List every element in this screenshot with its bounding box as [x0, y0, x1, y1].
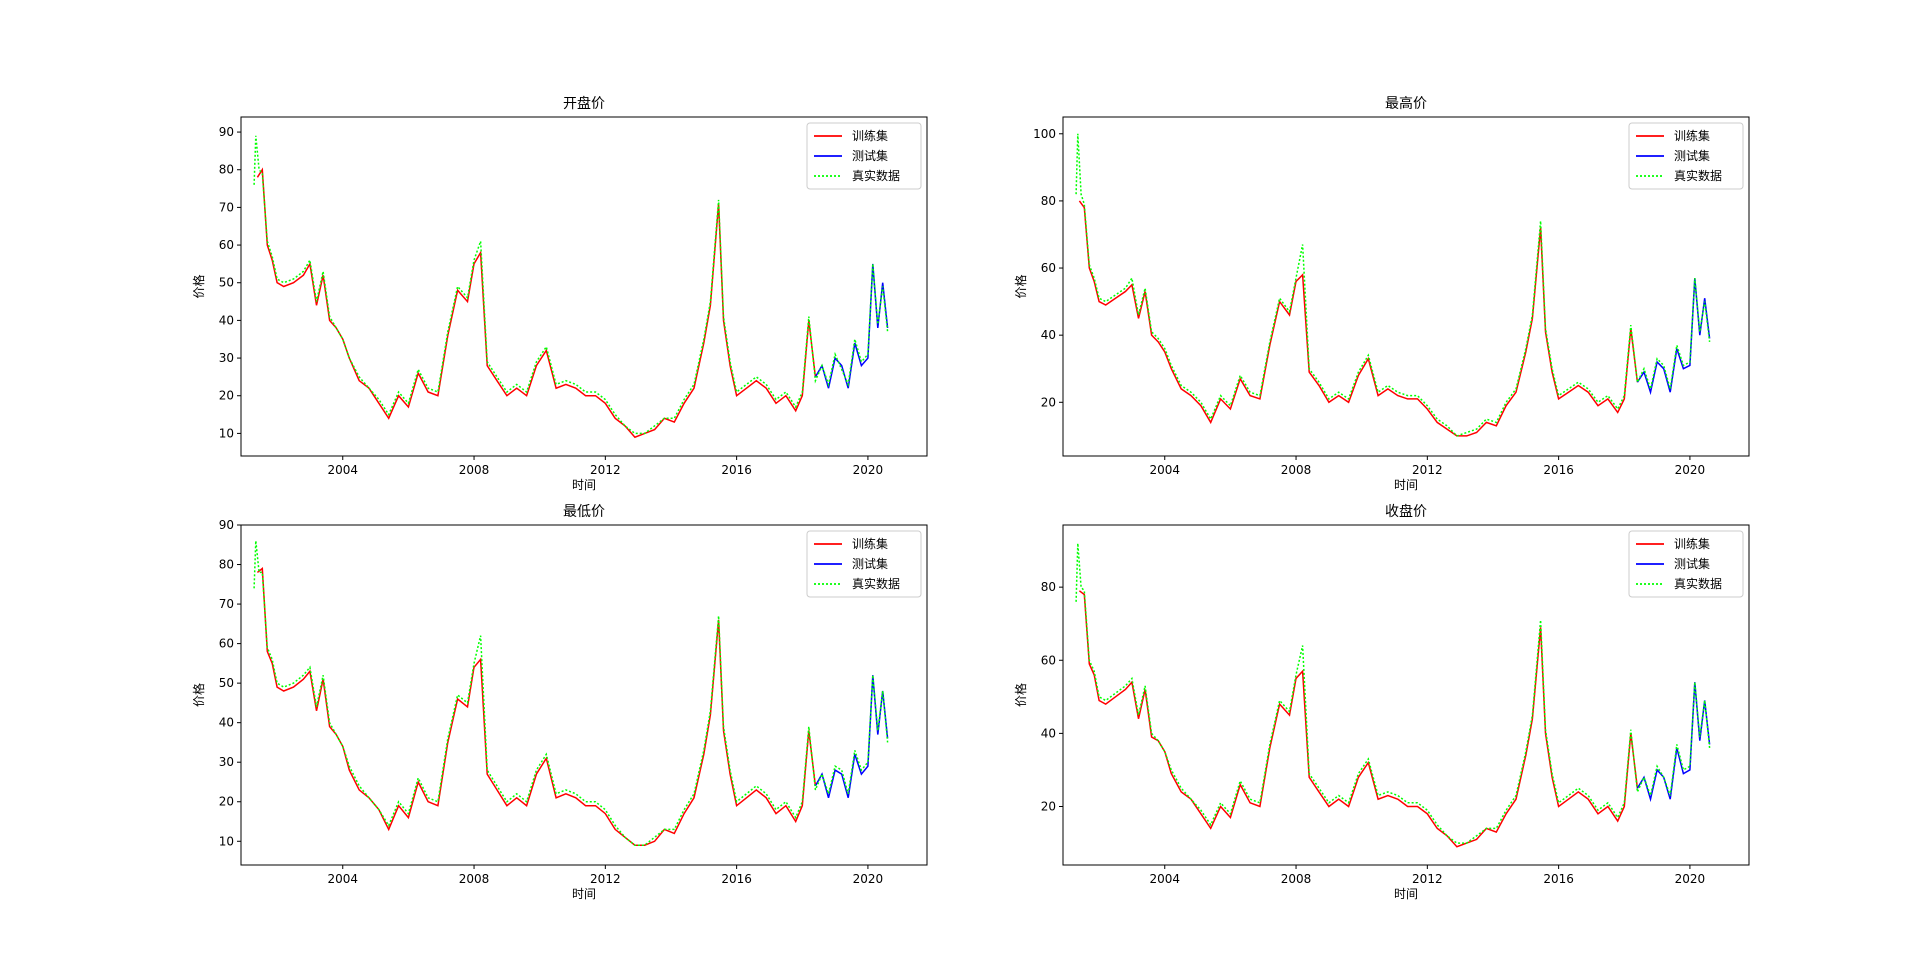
- legend-label: 真实数据: [1674, 576, 1722, 591]
- x-tick-label: 2020: [1675, 463, 1706, 477]
- x-tick-label: 2016: [721, 463, 752, 477]
- series-line-test: [814, 263, 889, 389]
- legend-label: 训练集: [1674, 536, 1710, 551]
- y-tick-label: 50: [219, 676, 234, 690]
- x-tick-label: 2004: [1149, 463, 1180, 477]
- legend-label: 测试集: [1674, 148, 1710, 163]
- y-tick-label: 10: [219, 834, 234, 848]
- y-tick-label: 60: [1041, 653, 1056, 667]
- x-tick-label: 2012: [590, 872, 621, 886]
- y-tick-label: 20: [219, 389, 234, 403]
- y-tick-label: 20: [1041, 395, 1056, 409]
- x-tick-label: 2012: [1412, 872, 1443, 886]
- series-line-real: [253, 540, 889, 846]
- legend-label: 测试集: [852, 148, 888, 163]
- y-tick-label: 40: [1041, 328, 1056, 342]
- series-line-train: [1078, 590, 1639, 848]
- legend-label: 真实数据: [852, 168, 900, 183]
- series-line-real: [1075, 133, 1711, 437]
- legend-label: 真实数据: [1674, 168, 1722, 183]
- x-tick-label: 2008: [1281, 463, 1312, 477]
- chart-title: 最低价: [563, 504, 605, 520]
- y-axis-label: 价格: [191, 274, 206, 298]
- x-tick-label: 2012: [590, 463, 621, 477]
- x-tick-label: 2020: [853, 872, 884, 886]
- legend-label: 训练集: [852, 536, 888, 551]
- x-tick-label: 2004: [327, 463, 358, 477]
- x-axis-label: 时间: [572, 887, 596, 901]
- legend-box: [1628, 122, 1744, 190]
- legend-box: [806, 122, 922, 190]
- chart-title: 开盘价: [563, 95, 605, 112]
- y-tick-label: 60: [219, 637, 234, 651]
- x-axis-label: 时间: [572, 478, 596, 492]
- x-tick-label: 2016: [1543, 463, 1574, 477]
- y-tick-label: 50: [219, 276, 234, 290]
- subplot-0: 2004 2008 2012 2016 2020 10 20 30 40 50 60 70 80 90 开盘…: [191, 95, 928, 492]
- legend-label: 真实数据: [852, 576, 900, 591]
- x-axis-label: 时间: [1394, 478, 1418, 492]
- x-axis-label: 时间: [1394, 887, 1418, 901]
- axes-frame: [1062, 116, 1750, 457]
- subplot-3: 2004 2008 2012 2016 202020406080收盘价时间价格训练集测试…: [1013, 503, 1750, 901]
- y-tick-label: 40: [219, 313, 234, 327]
- y-tick-label: 70: [219, 597, 234, 611]
- y-tick-label: 20: [1041, 800, 1056, 814]
- y-tick-label: 80: [1041, 580, 1056, 594]
- y-tick-label: 30: [219, 351, 234, 365]
- y-tick-label: 90: [219, 125, 234, 139]
- legend-label: 训练集: [852, 128, 888, 143]
- x-tick-label: 2020: [1675, 872, 1706, 886]
- x-tick-label: 2016: [721, 872, 752, 886]
- x-tick-label: 2016: [1543, 872, 1574, 886]
- legend-box: [806, 530, 922, 598]
- y-tick-label: 60: [1041, 261, 1056, 275]
- y-tick-label: 70: [219, 200, 234, 214]
- subplot-2: 2004 2008 2012 2016 2020 10 20 30 40 50 60 70 80 90 最低…: [191, 504, 928, 901]
- y-tick-label: 80: [219, 163, 234, 177]
- series-line-real: [1075, 543, 1711, 844]
- series-group: [253, 540, 889, 846]
- series-group: [253, 135, 889, 439]
- y-tick-label: 10: [219, 426, 234, 440]
- y-tick-label: 40: [219, 716, 234, 730]
- y-tick-label: 90: [219, 518, 234, 532]
- x-tick-label: 2004: [327, 872, 358, 886]
- axes-frame: [240, 116, 928, 457]
- y-axis-label: 价格: [191, 683, 206, 707]
- y-axis-label: 价格: [1013, 274, 1028, 298]
- subplot-1: 2004 2008 2012 2016 202020406080100最高价时间价格训练…: [1013, 95, 1750, 492]
- series-line-real: [253, 135, 889, 435]
- y-tick-label: 20: [219, 795, 234, 809]
- y-tick-label: 40: [1041, 726, 1056, 740]
- legend-label: 测试集: [1674, 556, 1710, 571]
- axes-frame: [1062, 524, 1750, 866]
- legend-box: [1628, 530, 1744, 598]
- y-tick-label: 100: [1033, 127, 1056, 141]
- axes-frame: [240, 524, 928, 866]
- legend-label: 训练集: [1674, 128, 1710, 143]
- series-group: [1075, 543, 1711, 848]
- x-tick-label: 2012: [1412, 463, 1443, 477]
- chart-title: 最高价: [1385, 95, 1427, 112]
- x-tick-label: 2008: [459, 872, 490, 886]
- y-tick-label: 80: [1041, 194, 1056, 208]
- series-group: [1075, 133, 1711, 437]
- y-tick-label: 60: [219, 238, 234, 252]
- legend-label: 测试集: [852, 556, 888, 571]
- y-tick-label: 80: [219, 558, 234, 572]
- x-tick-label: 2008: [459, 463, 490, 477]
- y-tick-label: 30: [219, 755, 234, 769]
- x-tick-label: 2004: [1149, 872, 1180, 886]
- y-axis-label: 价格: [1013, 683, 1028, 707]
- x-tick-label: 2008: [1281, 872, 1312, 886]
- chart-title: 收盘价: [1385, 503, 1427, 520]
- x-tick-label: 2020: [853, 463, 884, 477]
